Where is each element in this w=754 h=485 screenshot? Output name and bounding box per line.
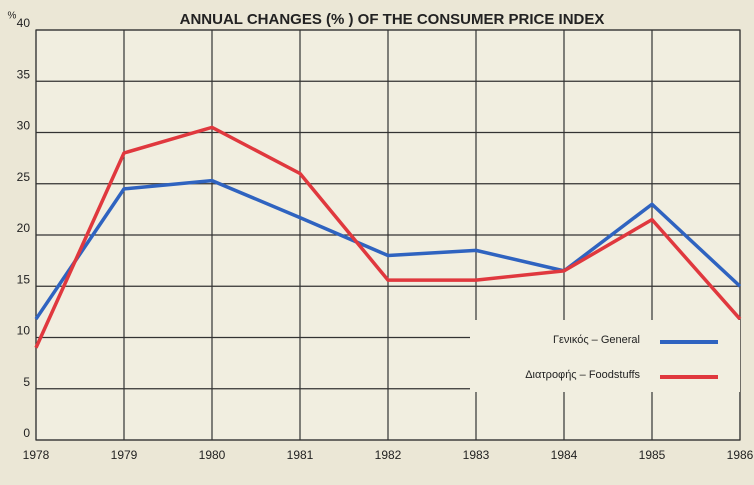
y-tick-label: 20 [17,221,31,235]
y-tick-label: 5 [23,375,30,389]
x-tick-label: 1978 [23,448,50,462]
series-line [34,125,742,349]
y-tick-label: 15 [17,272,31,286]
y-tick-label: 40 [17,16,31,30]
legend-box [470,320,740,392]
x-tick-label: 1983 [463,448,490,462]
x-tick-label: 1986 [727,448,754,462]
chart-title: ANNUAL CHANGES (% ) OF THE CONSUMER PRIC… [180,11,605,28]
x-tick-label: 1979 [111,448,138,462]
x-tick-label: 1980 [199,448,226,462]
x-tick-label: 1985 [639,448,666,462]
y-tick-label: 35 [17,67,31,81]
legend-label: Διατροφής – Foodstuffs [525,369,640,381]
y-tick-label: 0 [23,426,30,440]
x-tick-label: 1982 [375,448,402,462]
y-tick-label: 30 [17,119,31,133]
y-tick-label: 25 [17,170,31,184]
x-tick-label: 1984 [551,448,578,462]
series-line [34,178,742,321]
y-axis-label: % [8,11,17,22]
legend-label: Γενικός – General [553,334,640,346]
y-tick-label: 10 [17,324,31,338]
x-tick-label: 1981 [287,448,314,462]
